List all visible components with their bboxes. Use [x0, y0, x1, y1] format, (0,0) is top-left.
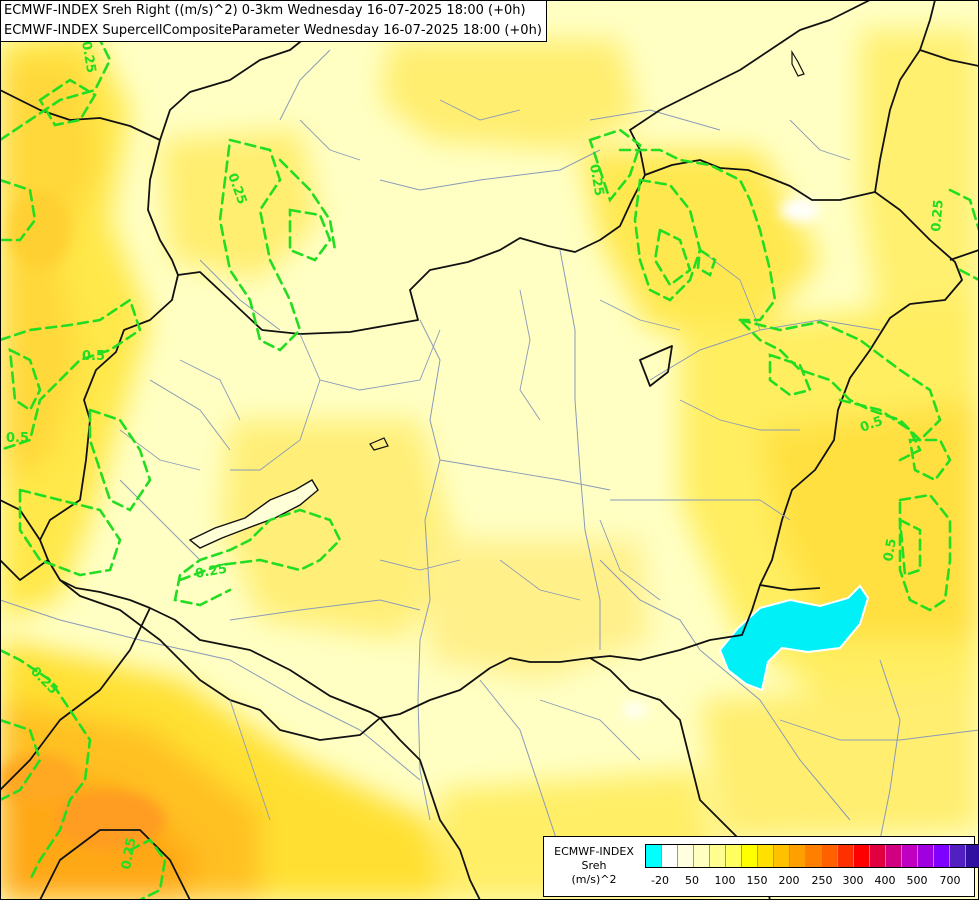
- color-legend: ECMWF-INDEX Sreh (m/s)^2 -20 50 100 150 200 2…: [543, 836, 979, 897]
- title-box: ECMWF-INDEX Sreh Right ((m/s)^2) 0-3km W…: [0, 0, 547, 42]
- legend-swatch: [742, 845, 758, 867]
- legend-label: -20: [651, 874, 669, 887]
- legend-label: 250: [811, 874, 833, 887]
- legend-swatch: [806, 845, 822, 867]
- legend-swatch: [838, 845, 854, 867]
- legend-swatch: [822, 845, 838, 867]
- contour-label: 0.5: [6, 431, 29, 446]
- legend-swatch: [870, 845, 886, 867]
- legend-swatch: [902, 845, 918, 867]
- legend-swatch: [966, 845, 979, 867]
- title-line-1: ECMWF-INDEX Sreh Right ((m/s)^2) 0-3km W…: [4, 3, 526, 18]
- legend-swatch: [662, 845, 678, 867]
- legend-label: 50: [685, 874, 699, 887]
- legend-swatch: [646, 845, 662, 867]
- legend-label: 300: [842, 874, 864, 887]
- legend-swatch: [854, 845, 870, 867]
- admin-lines: [119, 99, 979, 821]
- contour-label: 0.5: [858, 414, 885, 436]
- legend-swatch: [934, 845, 950, 867]
- legend-swatch: [678, 845, 694, 867]
- legend-title-line-1: ECMWF-INDEX: [554, 845, 634, 858]
- legend-title-line-2: Sreh: [581, 859, 607, 872]
- contour-label: 0.25: [119, 836, 139, 870]
- legend-title-line-3: (m/s)^2: [571, 873, 617, 886]
- legend-color-bar: [645, 844, 979, 868]
- legend-swatch: [790, 845, 806, 867]
- cyan-area: [718, 584, 870, 692]
- legend-label: 700: [939, 874, 961, 887]
- legend-title: ECMWF-INDEX Sreh (m/s)^2: [548, 845, 640, 887]
- legend-swatch: [758, 845, 774, 867]
- contour-label: 0.25: [78, 40, 98, 74]
- legend-label: 100: [714, 874, 736, 887]
- contour-label: 0.5: [881, 537, 900, 562]
- contour-label: 0.25: [194, 562, 228, 582]
- legend-swatch: [886, 845, 902, 867]
- legend-label: 500: [906, 874, 928, 887]
- legend-swatch: [710, 845, 726, 867]
- contour-label: 0.5: [82, 349, 105, 364]
- lake-balaton: [188, 479, 319, 549]
- legend-label: 150: [746, 874, 768, 887]
- legend-swatch: [918, 845, 934, 867]
- legend-swatch: [694, 845, 710, 867]
- rivers: [0, 49, 901, 851]
- legend-swatch: [774, 845, 790, 867]
- legend-swatch: [950, 845, 966, 867]
- legend-label: 200: [778, 874, 800, 887]
- legend-swatch: [726, 845, 742, 867]
- contour-label: 0.25: [586, 163, 606, 197]
- legend-label: 400: [874, 874, 896, 887]
- title-line-2: ECMWF-INDEX SupercellCompositeParameter …: [4, 23, 542, 38]
- contour-label: 0.25: [929, 199, 947, 232]
